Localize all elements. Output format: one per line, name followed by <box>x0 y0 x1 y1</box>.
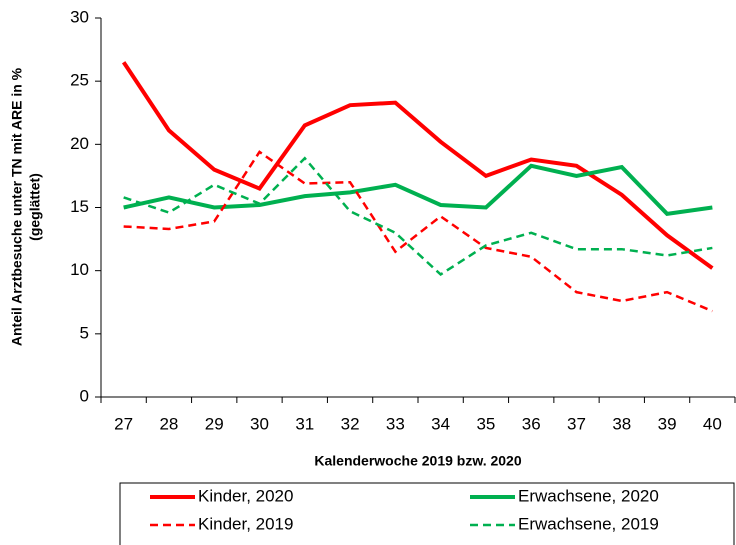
legend-label: Erwachsene, 2019 <box>518 514 659 533</box>
x-tick-label: 39 <box>658 414 677 433</box>
x-tick-label: 34 <box>431 414 450 433</box>
y-axis-title: (geglättet) <box>27 173 43 241</box>
x-tick-label: 28 <box>159 414 178 433</box>
y-tick-label: 30 <box>70 7 89 26</box>
x-tick-label: 29 <box>205 414 224 433</box>
y-tick-label: 10 <box>70 260 89 279</box>
x-tick-label: 30 <box>250 414 269 433</box>
y-tick-label: 15 <box>70 197 89 216</box>
x-tick-label: 36 <box>522 414 541 433</box>
x-tick-label: 37 <box>567 414 586 433</box>
x-tick-label: 27 <box>114 414 133 433</box>
y-tick-label: 25 <box>70 71 89 90</box>
y-axis-title: Anteil Arztbesuche unter TN mit ARE in % <box>9 67 25 346</box>
data-line <box>123 150 713 313</box>
legend-label: Kinder, 2019 <box>198 514 293 533</box>
legend-label: Kinder, 2020 <box>198 486 293 505</box>
x-tick-label: 33 <box>386 414 405 433</box>
y-tick-label: 5 <box>80 323 89 342</box>
data-line <box>121 61 714 270</box>
x-tick-label: 32 <box>341 414 360 433</box>
x-tick-label: 38 <box>612 414 631 433</box>
x-tick-label: 40 <box>703 414 722 433</box>
x-tick-label: 35 <box>476 414 495 433</box>
y-tick-label: 20 <box>70 134 89 153</box>
y-tick-label: 0 <box>80 386 89 405</box>
legend-box <box>119 482 735 545</box>
x-tick-label: 31 <box>295 414 314 433</box>
data-line <box>123 156 713 277</box>
legend-label: Erwachsene, 2020 <box>518 486 659 505</box>
data-line <box>123 163 713 216</box>
x-axis-title: Kalenderwoche 2019 bzw. 2020 <box>314 453 521 469</box>
